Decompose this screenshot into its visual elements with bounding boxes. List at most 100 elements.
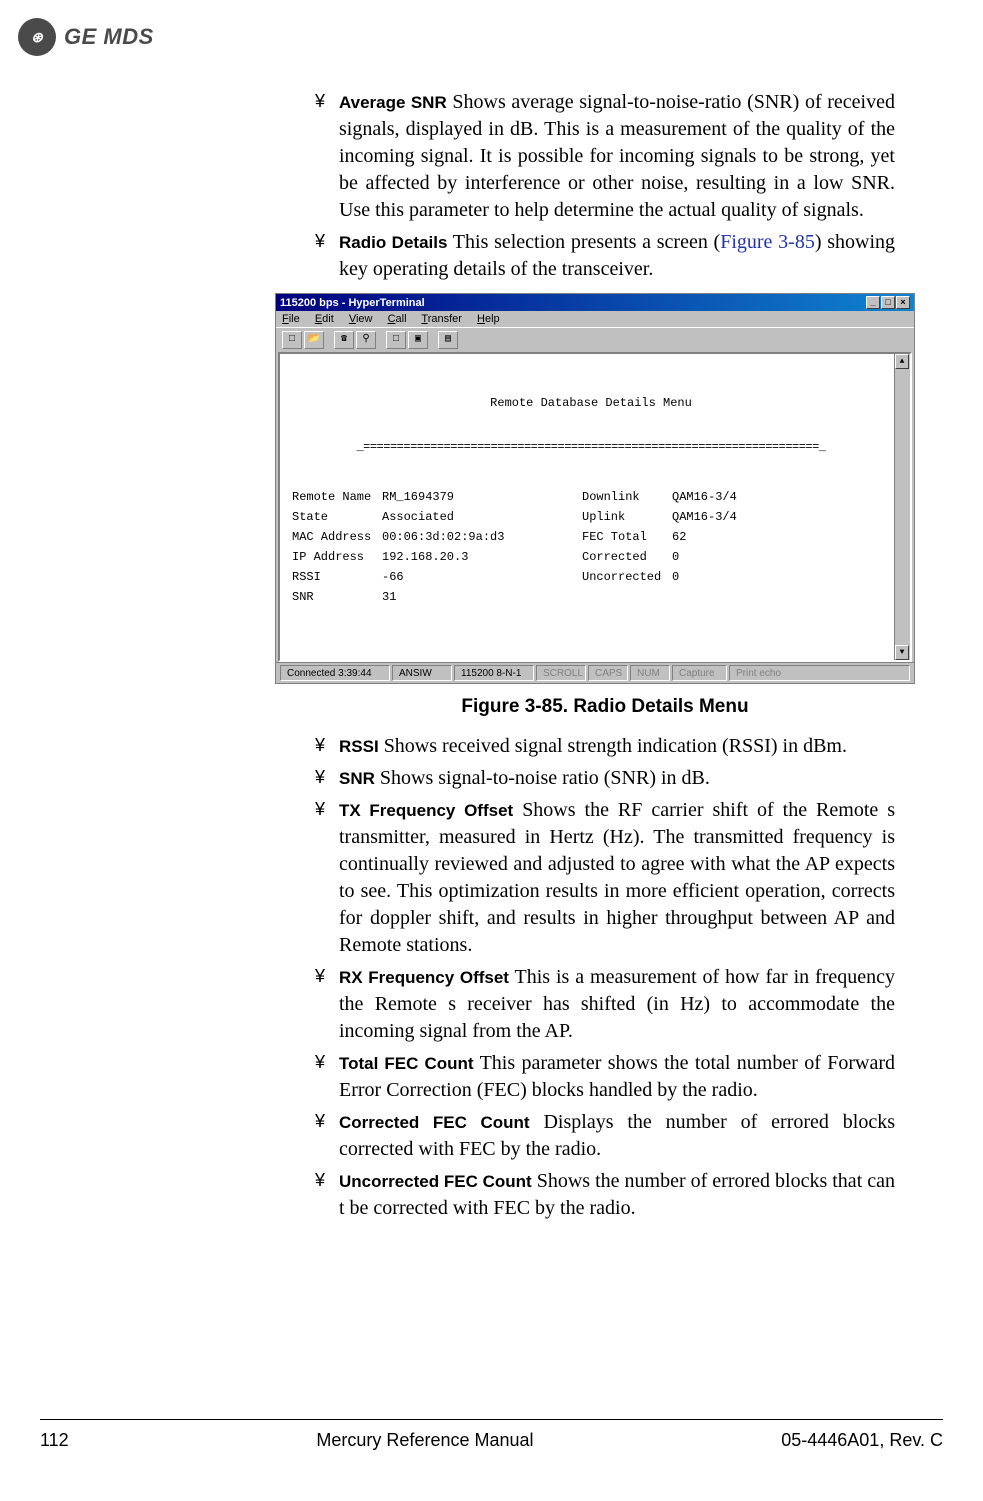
status-print: Print echo: [729, 665, 910, 681]
hyperterminal-window: 115200 bps - HyperTerminal _ □ × File Ed…: [275, 293, 915, 684]
tb-connect-icon[interactable]: ☎: [334, 331, 354, 349]
bullet-marker: ¥: [315, 799, 325, 819]
bullet-label: RX Frequency Offset: [339, 968, 509, 987]
bullet-label: Radio Details: [339, 233, 447, 252]
term-value: 0: [672, 570, 772, 584]
bullet-pre: This selection presents a screen (: [453, 231, 720, 253]
bullet-marker: ¥: [315, 735, 325, 755]
main-content: ¥ Average SNR Shows average signal-to-no…: [315, 88, 895, 1226]
bullet-label: Uncorrected FEC Count: [339, 1172, 532, 1191]
term-title: Remote Database Details Menu: [292, 396, 890, 410]
bullet-label: TX Frequency Offset: [339, 801, 513, 820]
bullet-label: RSSI: [339, 737, 379, 756]
doc-rev: 05-4446A01, Rev. C: [781, 1430, 943, 1451]
term-value: 00:06:3d:02:9a:d3: [382, 530, 582, 544]
term-row: RSSI-66Uncorrected0: [292, 570, 890, 584]
term-value: QAM16-3/4: [672, 510, 772, 524]
bullet-item: ¥ Uncorrected FEC Count Shows the number…: [315, 1167, 895, 1222]
page-header: ⊛ GE MDS: [18, 18, 154, 56]
window-titlebar: 115200 bps - HyperTerminal _ □ ×: [276, 294, 914, 311]
term-row: SNR31: [292, 590, 890, 604]
term-label: [582, 590, 672, 604]
bullet-marker: ¥: [315, 1111, 325, 1131]
bullet-marker: ¥: [315, 767, 325, 787]
term-value: 0: [672, 550, 772, 564]
menu-call[interactable]: Call: [388, 313, 407, 325]
term-label: Corrected: [582, 550, 672, 564]
bullet-item: ¥ RX Frequency Offset This is a measurem…: [315, 963, 895, 1045]
term-label: FEC Total: [582, 530, 672, 544]
bullet-radio-details: ¥ Radio Details This selection presents …: [315, 228, 895, 283]
term-divider: _=======================================…: [292, 440, 890, 454]
bullet-item: ¥ Total FEC Count This parameter shows t…: [315, 1049, 895, 1104]
bullet-marker: ¥: [315, 231, 325, 251]
menu-view[interactable]: View: [349, 313, 373, 325]
bullet-item: ¥ RSSI Shows received signal strength in…: [315, 732, 895, 760]
tb-receive-icon[interactable]: ▣: [408, 331, 428, 349]
page-footer: 112 Mercury Reference Manual 05-4446A01,…: [40, 1419, 943, 1451]
terminal-text: Remote Database Details Menu _==========…: [280, 354, 910, 662]
bullet-item: ¥ TX Frequency Offset Shows the RF carri…: [315, 796, 895, 959]
term-row: MAC Address00:06:3d:02:9a:d3FEC Total62: [292, 530, 890, 544]
window-controls: _ □ ×: [866, 296, 910, 309]
maximize-button[interactable]: □: [881, 296, 895, 309]
term-value: 192.168.20.3: [382, 550, 582, 564]
scroll-down-icon[interactable]: ▼: [895, 645, 909, 660]
menu-edit[interactable]: Edit: [315, 313, 334, 325]
term-label: RSSI: [292, 570, 382, 584]
figure-reference-link[interactable]: Figure 3-85: [720, 231, 815, 253]
status-baud: 115200 8-N-1: [454, 665, 534, 681]
bullet-marker: ¥: [315, 1052, 325, 1072]
menu-help[interactable]: Help: [477, 313, 500, 325]
menu-file[interactable]: File: [282, 313, 300, 325]
toolbar: □ 📂 ☎ ⚲ □ ▣ ▤: [276, 327, 914, 352]
status-connected: Connected 3:39:44: [280, 665, 390, 681]
doc-title: Mercury Reference Manual: [316, 1430, 533, 1451]
term-value: 62: [672, 530, 772, 544]
page-number: 112: [40, 1430, 69, 1451]
terminal-body: Remote Database Details Menu _==========…: [278, 352, 912, 662]
window-title: 115200 bps - HyperTerminal: [280, 297, 425, 309]
bullet-label: SNR: [339, 769, 375, 788]
term-label: Uplink: [582, 510, 672, 524]
status-scroll: SCROLL: [536, 665, 586, 681]
menu-transfer[interactable]: Transfer: [421, 313, 462, 325]
status-capture: Capture: [672, 665, 727, 681]
bullet-item: ¥ SNR Shows signal-to-noise ratio (SNR) …: [315, 764, 895, 792]
term-row: Remote NameRM_1694379DownlinkQAM16-3/4: [292, 490, 890, 504]
bullet-marker: ¥: [315, 1170, 325, 1190]
status-emulation: ANSIW: [392, 665, 452, 681]
term-label: State: [292, 510, 382, 524]
term-value: [672, 590, 772, 604]
bullet-marker: ¥: [315, 91, 325, 111]
bullet-body: Shows signal-to-noise ratio (SNR) in dB.: [380, 767, 710, 789]
menubar: File Edit View Call Transfer Help: [276, 311, 914, 327]
term-label: Remote Name: [292, 490, 382, 504]
term-label: IP Address: [292, 550, 382, 564]
term-value: QAM16-3/4: [672, 490, 772, 504]
term-row: StateAssociatedUplinkQAM16-3/4: [292, 510, 890, 524]
tb-send-icon[interactable]: □: [386, 331, 406, 349]
statusbar: Connected 3:39:44 ANSIW 115200 8-N-1 SCR…: [276, 662, 914, 683]
bullet-marker: ¥: [315, 966, 325, 986]
status-num: NUM: [630, 665, 670, 681]
minimize-button[interactable]: _: [866, 296, 880, 309]
bullet-label: Total FEC Count: [339, 1054, 474, 1073]
scroll-up-icon[interactable]: ▲: [895, 354, 909, 369]
term-value: RM_1694379: [382, 490, 582, 504]
tb-disconnect-icon[interactable]: ⚲: [356, 331, 376, 349]
tb-props-icon[interactable]: ▤: [438, 331, 458, 349]
bullet-body: Shows received signal strength indicatio…: [384, 735, 847, 757]
bullet-body: Shows the RF carrier shift of the Remote…: [339, 799, 895, 956]
brand-text: GE MDS: [64, 24, 154, 50]
close-button[interactable]: ×: [896, 296, 910, 309]
term-value: -66: [382, 570, 582, 584]
tb-new-icon[interactable]: □: [282, 331, 302, 349]
tb-open-icon[interactable]: 📂: [304, 331, 324, 349]
scrollbar[interactable]: ▲ ▼: [894, 354, 910, 660]
bullet-label: Average SNR: [339, 93, 447, 112]
bullet-item: ¥ Corrected FEC Count Displays the numbe…: [315, 1108, 895, 1163]
bullet-average-snr: ¥ Average SNR Shows average signal-to-no…: [315, 88, 895, 224]
term-value: 31: [382, 590, 582, 604]
term-label: MAC Address: [292, 530, 382, 544]
